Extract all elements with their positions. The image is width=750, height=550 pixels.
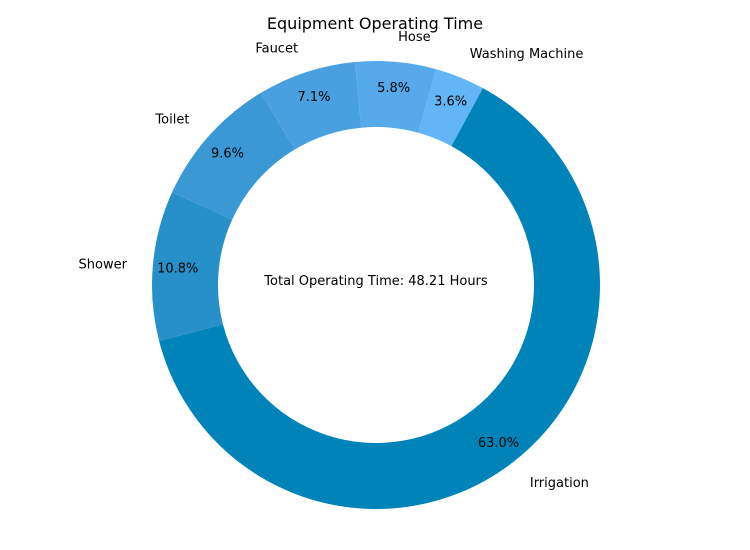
slice-shower — [152, 192, 233, 341]
slice-faucet — [260, 61, 362, 150]
slice-percent-faucet: 7.1% — [297, 90, 330, 105]
slice-toilet — [172, 92, 295, 220]
slice-label-washing-machine: Washing Machine — [470, 47, 584, 62]
donut-slices — [152, 61, 600, 510]
slice-washing-machine — [418, 69, 483, 147]
slice-label-irrigation: Irrigation — [530, 476, 589, 491]
slice-hose — [355, 61, 436, 133]
slice-irrigation — [159, 88, 600, 510]
slice-label-toilet: Toilet — [154, 113, 189, 128]
slice-percent-washing-machine: 3.6% — [434, 95, 467, 110]
slice-percent-shower: 10.8% — [157, 262, 198, 277]
slice-label-shower: Shower — [79, 257, 128, 272]
slice-labels: Washing Machine Hose Faucet Toilet Shower Irr… — [79, 30, 589, 491]
slice-label-hose: Hose — [398, 30, 431, 45]
slice-percentages: 3.6% 5.8% 7.1% 9.6% 10.8% 63.0% — [157, 81, 519, 451]
slice-percent-toilet: 9.6% — [211, 147, 244, 162]
slice-percent-irrigation: 63.0% — [478, 436, 519, 451]
slice-percent-hose: 5.8% — [377, 81, 410, 96]
chart-title: Equipment Operating Time — [267, 14, 483, 33]
slice-label-faucet: Faucet — [255, 41, 298, 56]
center-total-text: Total Operating Time: 48.21 Hours — [263, 274, 488, 289]
